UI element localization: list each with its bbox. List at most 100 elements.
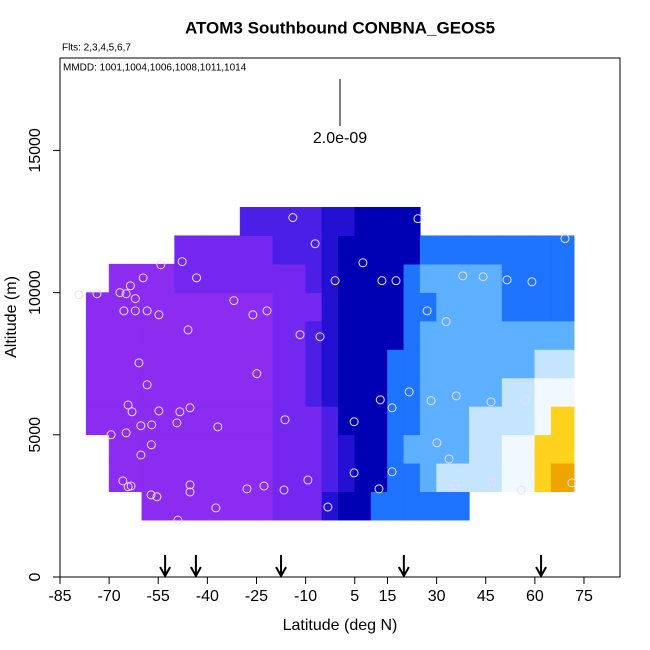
heatmap-cell	[370, 434, 388, 464]
annotation: MMDD: 1001,1004,1006,1008,1011,1014	[63, 63, 247, 74]
flight-arrow	[535, 555, 547, 579]
sample-point	[422, 306, 432, 316]
sample-point	[303, 475, 313, 485]
heatmap-cell	[239, 462, 274, 492]
sample-point	[432, 438, 442, 448]
heatmap-cell	[272, 491, 306, 521]
plot-frame	[59, 57, 621, 578]
sample-point	[172, 418, 182, 428]
heatmap-cell	[469, 235, 503, 265]
heatmap-cell	[403, 263, 421, 293]
x-tick-label: 45	[477, 588, 495, 605]
sample-point	[115, 288, 125, 298]
heatmap-cell	[469, 377, 503, 407]
heatmap-cell	[239, 263, 274, 293]
sample-point	[451, 391, 461, 401]
flight-arrow	[275, 555, 287, 579]
x-tick-label: 5	[350, 588, 359, 605]
heatmap-cell	[174, 349, 208, 379]
y-tick-label: 5000	[27, 417, 44, 453]
heatmap-cell	[370, 462, 388, 492]
sample-point	[262, 306, 272, 316]
sample-point	[248, 310, 258, 320]
heatmap-cell	[239, 406, 274, 436]
sample-point	[387, 467, 397, 477]
heatmap-cell	[108, 349, 143, 379]
heatmap-cell	[338, 292, 356, 322]
heatmap-cell	[419, 349, 437, 379]
heatmap-cell	[403, 377, 421, 407]
sample-point	[130, 306, 140, 316]
heatmap-cell	[85, 406, 110, 436]
sample-point	[121, 289, 131, 299]
heatmap-cell	[469, 462, 503, 492]
heatmap-cell	[403, 235, 421, 265]
heatmap-cell	[550, 349, 575, 379]
heatmap-cell	[550, 377, 575, 407]
heatmap-cell	[387, 207, 405, 237]
heatmap-cell	[207, 406, 241, 436]
heatmap-cell	[419, 377, 437, 407]
heatmap-cell	[207, 349, 241, 379]
heatmap-cell	[534, 462, 552, 492]
heatmap-cell	[174, 320, 208, 350]
sample-point	[121, 428, 131, 438]
sample-point	[74, 290, 84, 300]
heatmap-cell	[436, 462, 470, 492]
heatmap-cell	[354, 462, 372, 492]
heatmap-cell	[436, 377, 470, 407]
heatmap-cell	[354, 377, 372, 407]
heatmap-cell	[207, 377, 241, 407]
heatmap-cell	[108, 406, 143, 436]
heatmap-cell	[501, 434, 536, 464]
heatmap-cell	[207, 263, 241, 293]
sample-point	[295, 330, 305, 340]
sample-point	[152, 492, 162, 502]
heatmap-cell	[403, 292, 421, 322]
sample-point	[377, 276, 387, 286]
heatmap-cell	[321, 263, 339, 293]
sample-point	[136, 421, 146, 431]
heatmap-cell	[239, 320, 274, 350]
heatmap-cell	[272, 434, 306, 464]
sample-point	[106, 430, 116, 440]
heatmap-cell	[387, 491, 405, 521]
sample-point	[142, 306, 152, 316]
heatmap-cell	[207, 434, 241, 464]
heatmap-cell	[207, 235, 241, 265]
sample-point	[175, 407, 185, 417]
heatmap-cell	[207, 320, 241, 350]
y-tick-label: 10000	[27, 270, 44, 315]
sample-point	[486, 397, 496, 407]
x-tick-label: 30	[428, 588, 446, 605]
heatmap-cell	[338, 349, 356, 379]
sample-point	[567, 478, 577, 488]
sample-point	[136, 450, 146, 460]
heatmap-cell	[534, 349, 552, 379]
heatmap-cell	[305, 462, 323, 492]
heatmap-cell	[354, 491, 372, 521]
sample-point	[134, 358, 144, 368]
heatmap-cell	[108, 320, 143, 350]
sample-point	[413, 214, 423, 224]
sample-point	[242, 484, 252, 494]
heatmap-cell	[387, 377, 405, 407]
sample-point	[288, 213, 298, 223]
heatmap-cell	[370, 377, 388, 407]
heatmap-cell	[321, 434, 339, 464]
sample-point	[156, 260, 166, 270]
heatmap-cell	[550, 406, 575, 436]
x-tick-label: 15	[379, 588, 397, 605]
heatmap-cell	[436, 292, 470, 322]
heatmap-cell	[354, 434, 372, 464]
heatmap-cell	[239, 207, 274, 237]
heatmap-cell	[321, 377, 339, 407]
x-tick-label: 60	[526, 588, 544, 605]
sample-point	[211, 503, 221, 513]
heatmap-cell	[174, 462, 208, 492]
heatmap-cell	[550, 292, 575, 322]
heatmap-cell	[403, 406, 421, 436]
heatmap-cell	[305, 491, 323, 521]
heatmap-cell	[239, 491, 274, 521]
